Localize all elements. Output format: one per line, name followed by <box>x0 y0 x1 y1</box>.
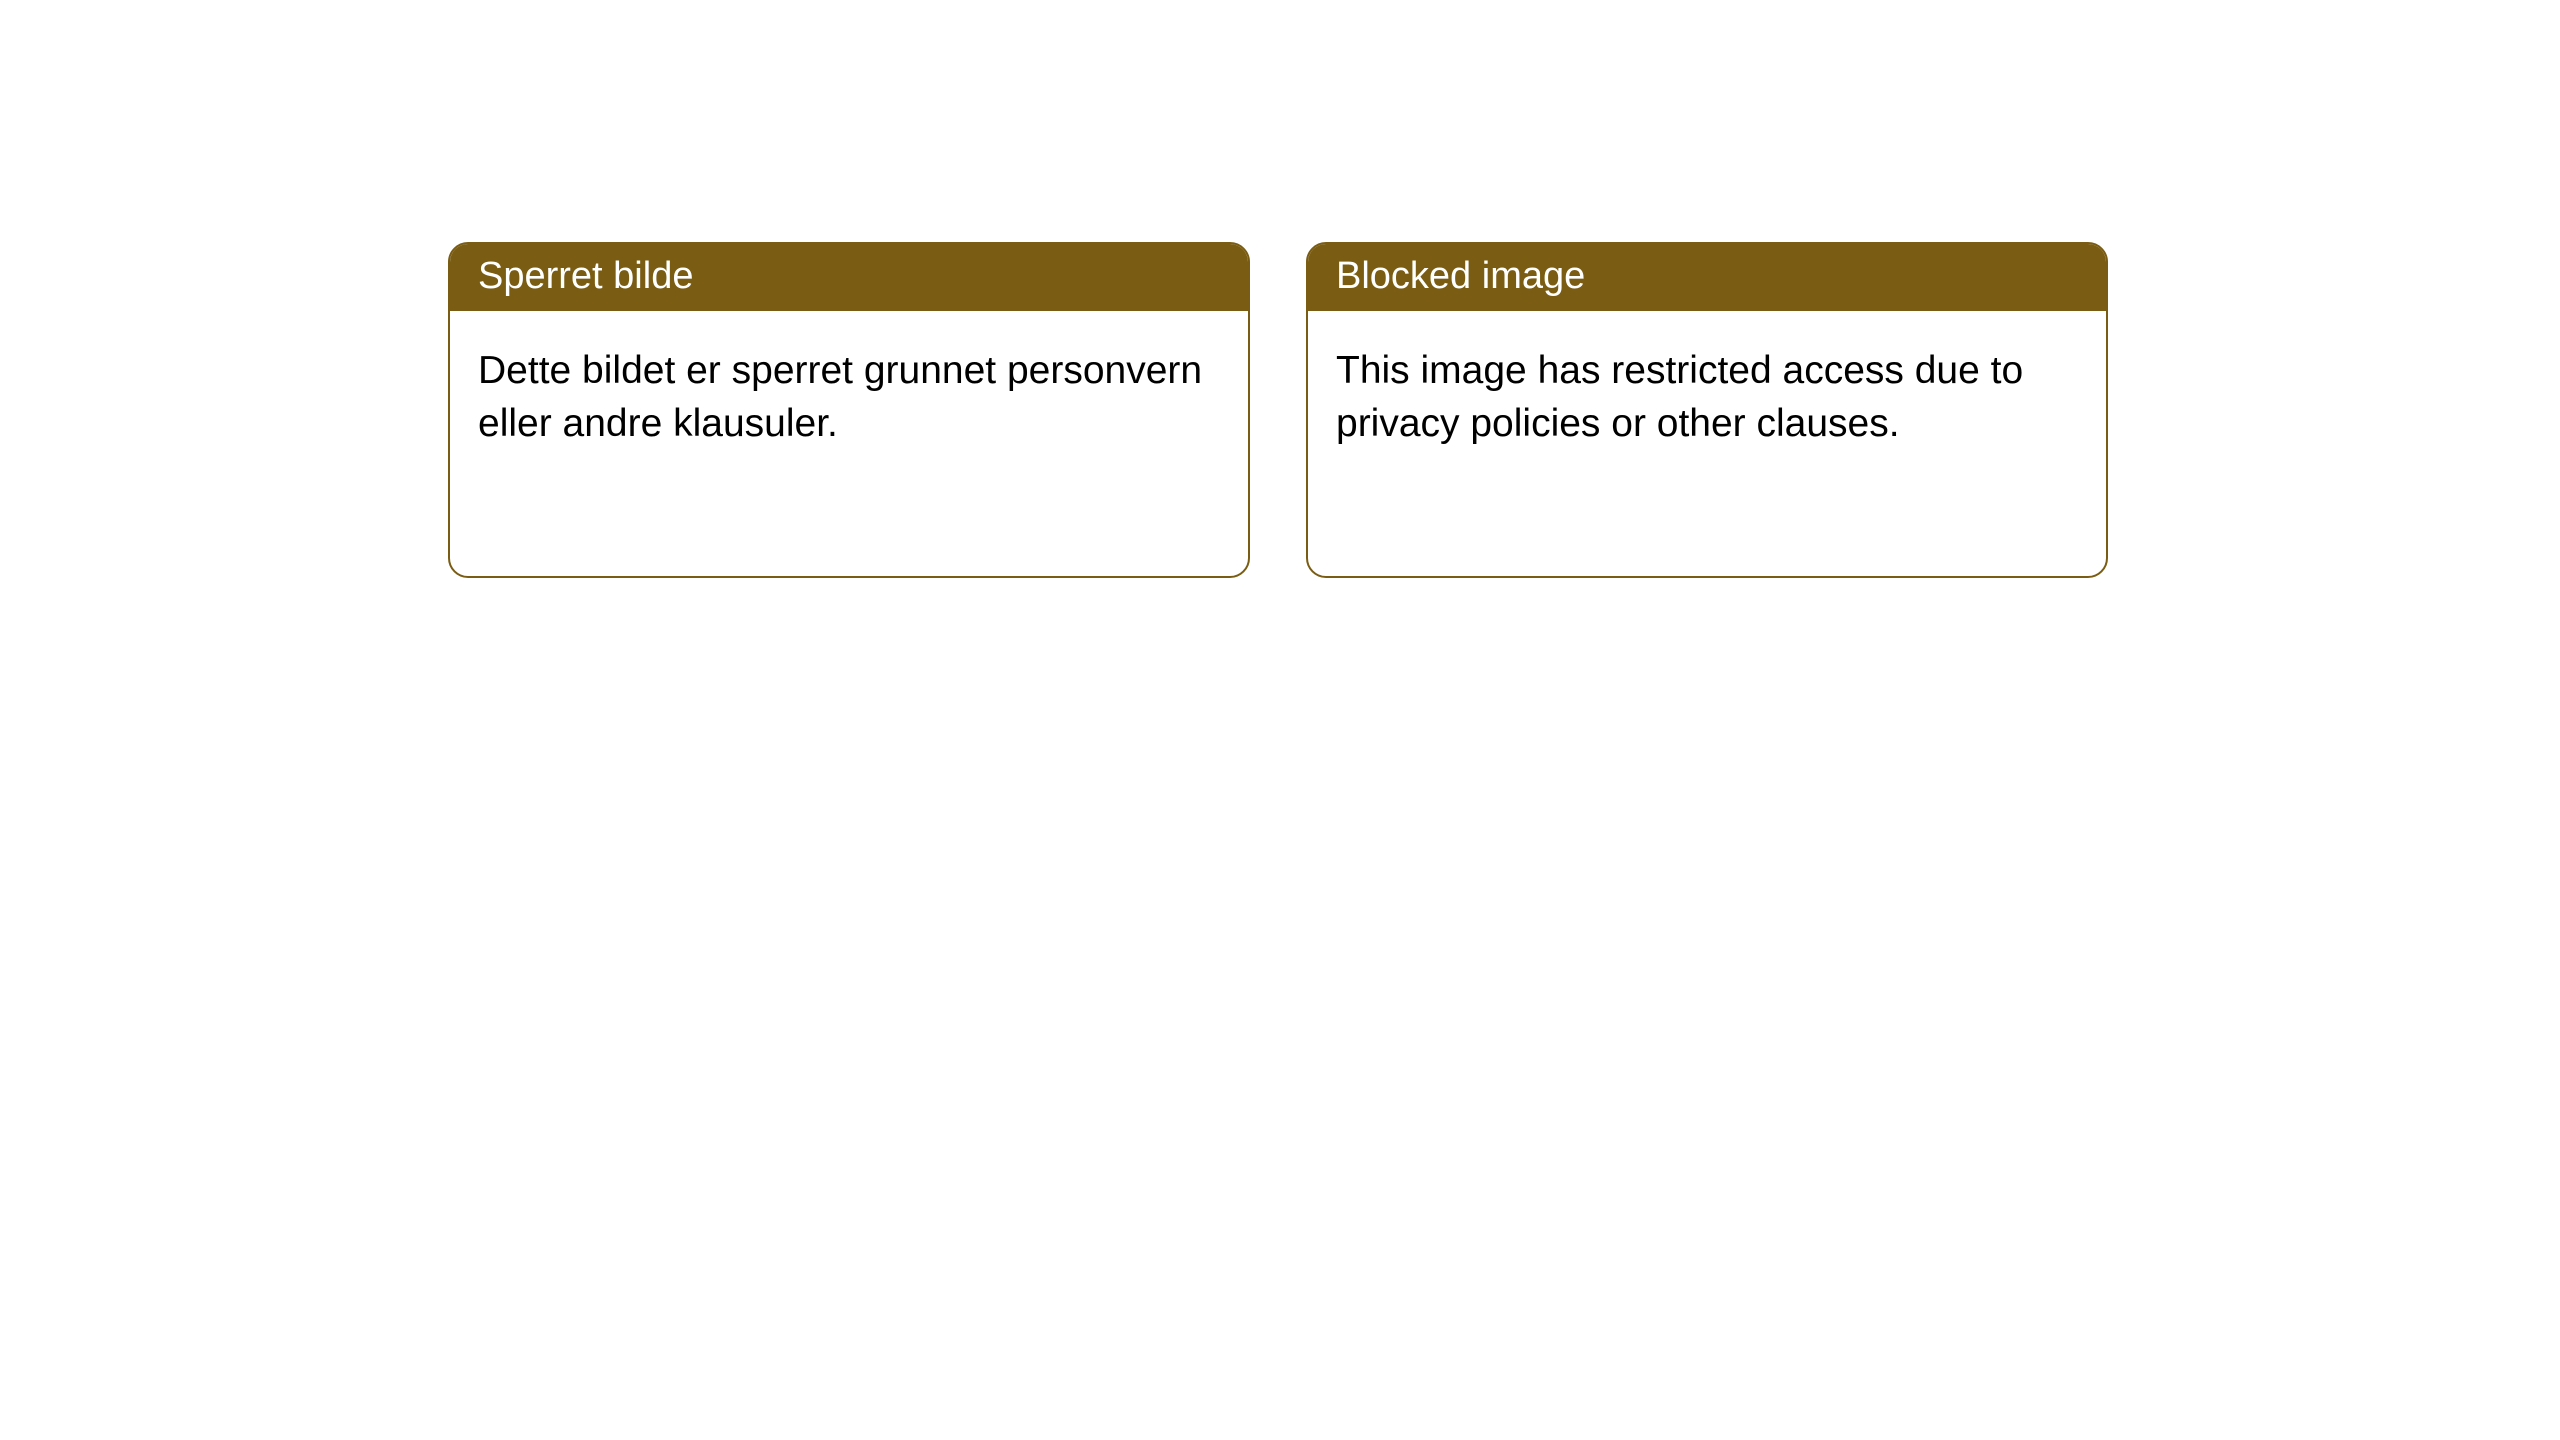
blocked-image-card-no: Sperret bilde Dette bildet er sperret gr… <box>448 242 1250 578</box>
notice-cards-container: Sperret bilde Dette bildet er sperret gr… <box>0 0 2560 578</box>
blocked-image-card-en: Blocked image This image has restricted … <box>1306 242 2108 578</box>
card-title: Blocked image <box>1308 244 2106 311</box>
card-body: This image has restricted access due to … <box>1308 311 2106 484</box>
card-body: Dette bildet er sperret grunnet personve… <box>450 311 1248 484</box>
card-title: Sperret bilde <box>450 244 1248 311</box>
